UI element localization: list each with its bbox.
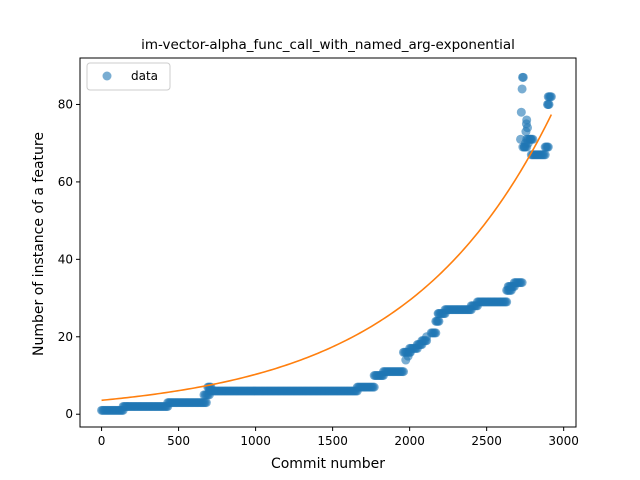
data-point: [369, 382, 379, 392]
legend: data: [86, 62, 171, 91]
legend-box: [86, 62, 171, 91]
y-tick-label: 0: [65, 407, 73, 421]
x-tick-label: 1500: [317, 434, 348, 448]
data-point: [398, 367, 408, 377]
x-tick-label: 3000: [548, 434, 579, 448]
axes-frame: [79, 57, 577, 428]
axes: 0 500 1000 1500 2000 2500 3000 0 20 40 60 80: [58, 57, 579, 448]
data-point: [540, 150, 550, 160]
y-axis-label: Number of instance of a feature: [31, 132, 47, 356]
data-point: [434, 316, 444, 326]
x-tick-label: 0: [98, 434, 106, 448]
data-point: [517, 84, 527, 94]
fit-line: [101, 114, 553, 402]
x-tick-label: 1000: [240, 434, 271, 448]
y-tick-label: 20: [58, 330, 73, 344]
data-point: [433, 309, 443, 319]
data-point: [517, 278, 527, 288]
chart-title: im-vector-alpha_func_call_with_named_arg…: [141, 37, 515, 53]
x-tick-label: 2000: [394, 434, 425, 448]
y-tick-label: 60: [58, 175, 73, 189]
data-point: [522, 115, 532, 125]
data-point: [522, 123, 532, 133]
data-point: [518, 72, 528, 82]
data-point: [405, 347, 415, 357]
data-point: [431, 328, 441, 338]
data-point: [546, 92, 556, 102]
legend-marker-data: [102, 71, 112, 81]
data-point: [516, 107, 526, 117]
data-point: [502, 297, 512, 307]
legend-label-data: data: [131, 69, 158, 83]
x-tick-label: 2500: [471, 434, 502, 448]
y-tick-label: 40: [58, 252, 73, 266]
data-point: [422, 332, 432, 342]
x-tick-label: 500: [167, 434, 190, 448]
data-point: [526, 134, 536, 144]
plot-area: [97, 72, 556, 415]
y-tick-label: 80: [58, 97, 73, 111]
data-point: [201, 398, 211, 408]
data-point: [543, 142, 553, 152]
x-axis-label: Commit number: [271, 456, 385, 472]
data-point: [544, 99, 554, 109]
